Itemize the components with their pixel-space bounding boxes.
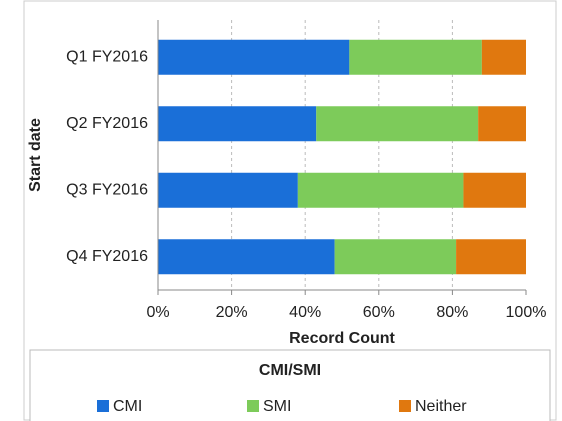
y-tick-label: Q1 FY2016: [66, 48, 148, 65]
y-tick-label: Q2 FY2016: [66, 115, 148, 132]
bar-segment: [481, 39, 526, 75]
x-tick-label: 60%: [363, 304, 395, 321]
legend-label: CMI: [113, 398, 142, 415]
x-axis-title: Record Count: [289, 330, 395, 347]
legend-box: [29, 349, 551, 421]
bar-segment: [456, 239, 526, 275]
x-tick-label: 0%: [146, 304, 169, 321]
legend-label: SMI: [263, 398, 291, 415]
bar-segment: [158, 239, 335, 275]
y-tick-label: Q4 FY2016: [66, 248, 148, 265]
legend-swatch: [247, 400, 259, 412]
y-tick-label: Q3 FY2016: [66, 181, 148, 198]
bar-segment: [158, 172, 298, 208]
bar-segment: [463, 172, 526, 208]
x-tick-label: 100%: [506, 304, 547, 321]
bar-segment: [158, 39, 350, 75]
legend-title: CMI/SMI: [259, 362, 321, 379]
y-axis-title: Start date: [27, 118, 44, 192]
x-tick-label: 40%: [289, 304, 321, 321]
bar-segment: [158, 106, 317, 142]
bar-segment: [349, 39, 482, 75]
x-tick-label: 20%: [216, 304, 248, 321]
bar-segment: [316, 106, 479, 142]
bar-segment: [334, 239, 457, 275]
legend-swatch: [399, 400, 411, 412]
legend-label: Neither: [415, 398, 467, 415]
legend-swatch: [97, 400, 109, 412]
bar-segment: [478, 106, 526, 142]
x-tick-label: 80%: [436, 304, 468, 321]
bar-segment: [297, 172, 464, 208]
